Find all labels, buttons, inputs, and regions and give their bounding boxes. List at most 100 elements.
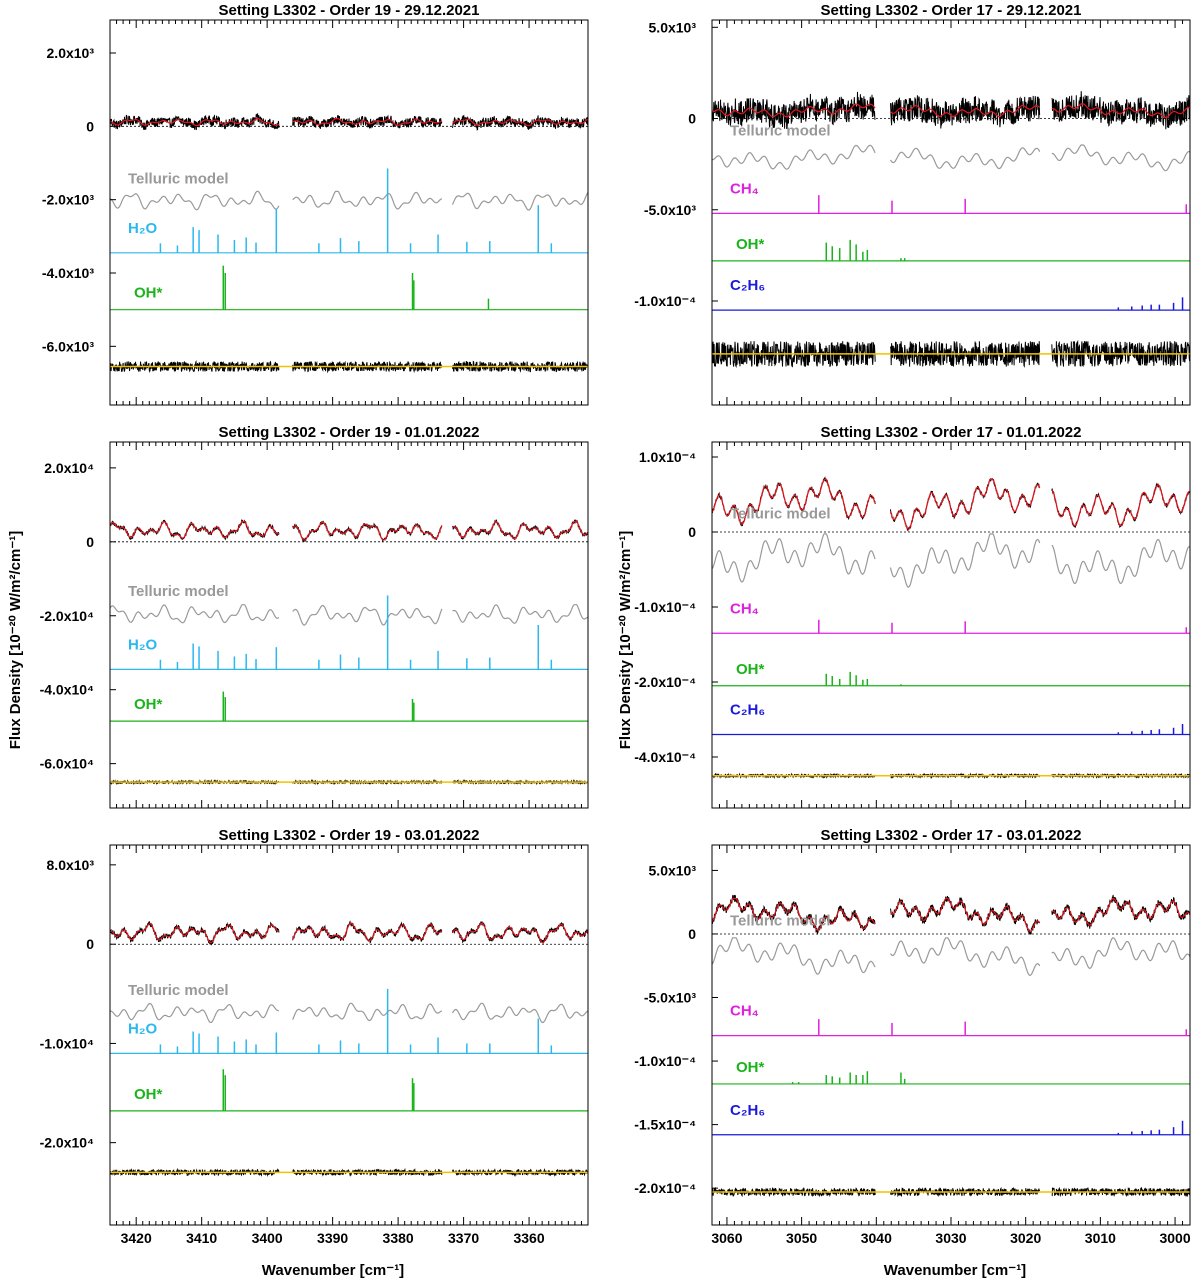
residual-spectrum — [712, 1186, 1190, 1198]
plot-frame — [109, 441, 589, 809]
y-tick-label: 2.0x10³ — [47, 45, 95, 61]
chart-title: Setting L3302 - Order 19 - 29.12.2021 — [219, 2, 480, 19]
y-tick-label: 2.0x10⁴ — [44, 460, 94, 476]
plot-area — [110, 920, 588, 1178]
telluric-model-label: Telluric model — [128, 583, 229, 600]
x-tick-label: 3040 — [861, 1230, 892, 1246]
telluric-model-label: Telluric model — [128, 982, 229, 999]
telluric-model-line — [110, 190, 588, 211]
plot-area — [110, 113, 588, 374]
y-tick-label: -2.0x10⁻⁴ — [634, 674, 696, 690]
telluric-model-line — [110, 1002, 588, 1024]
observed-spectrum — [712, 91, 1190, 130]
chart-panel: Setting L3302 - Order 17 - 03.01.2022 Tel… — [634, 827, 1191, 1246]
plot-area — [110, 518, 588, 786]
y-tick-label: -4.0x10³ — [42, 265, 94, 281]
h2o-label: H₂O — [128, 1020, 157, 1037]
y-tick-label: -1.0x10⁻⁴ — [634, 599, 696, 615]
x-tick-label: 3020 — [1010, 1230, 1041, 1246]
y-tick-label: -1.0x10⁻⁴ — [634, 293, 696, 309]
y-axis-label-right: Flux Density [10⁻²⁰ W/m²/cm⁻¹] — [617, 531, 634, 750]
telluric-model-label: Telluric model — [730, 913, 831, 930]
plot-area — [712, 476, 1190, 780]
chart-panel: Setting L3302 - Order 19 - 01.01.2022 Tel… — [40, 424, 589, 809]
chart-title: Setting L3302 - Order 17 - 29.12.2021 — [821, 2, 1082, 19]
y-tick-label: 0 — [688, 111, 696, 127]
oh-label: OH* — [134, 285, 163, 302]
chart-panel: Setting L3302 - Order 19 - 03.01.2022 Tel… — [40, 827, 589, 1246]
model-spectrum — [712, 897, 1190, 932]
x-axis-label-left: Wavenumber [cm⁻¹] — [262, 1262, 404, 1279]
ch4-label: CH₄ — [730, 600, 759, 617]
telluric-model-line — [712, 937, 1190, 977]
y-axis-label-left: Flux Density [10⁻²⁰ W/m²/cm⁻¹] — [7, 531, 24, 750]
x-tick-label: 3360 — [513, 1230, 544, 1246]
y-tick-label: -2.0x10⁴ — [40, 608, 94, 624]
chart-panel: Setting L3302 - Order 17 - 29.12.2021 Tel… — [634, 2, 1191, 406]
telluric-model-line — [110, 604, 588, 626]
c2h6-label: C₂H₆ — [730, 702, 765, 719]
x-tick-label: 3030 — [935, 1230, 966, 1246]
x-tick-label: 3380 — [383, 1230, 414, 1246]
y-tick-label: -5.0x10³ — [644, 202, 696, 218]
telluric-model-line — [712, 533, 1190, 588]
telluric-model-label: Telluric model — [730, 506, 831, 523]
x-axis-label-right: Wavenumber [cm⁻¹] — [884, 1262, 1026, 1279]
x-tick-label: 3000 — [1159, 1230, 1190, 1246]
y-tick-label: -1.5x10⁻⁴ — [634, 1117, 696, 1133]
model-spectrum — [712, 478, 1190, 530]
y-tick-label: 0 — [688, 926, 696, 942]
oh-label: OH* — [134, 696, 163, 713]
y-tick-label: 0 — [86, 118, 94, 134]
chart-title: Setting L3302 - Order 17 - 01.01.2022 — [821, 424, 1082, 441]
h2o-label: H₂O — [128, 220, 157, 237]
y-tick-label: -5.0x10³ — [644, 990, 696, 1006]
telluric-model-line — [712, 144, 1190, 172]
y-tick-label: -2.0x10⁻⁴ — [634, 1180, 696, 1196]
model-spectrum — [110, 118, 588, 127]
x-tick-label: 3390 — [317, 1230, 348, 1246]
x-tick-label: 3410 — [186, 1230, 217, 1246]
y-tick-label: -6.0x10⁴ — [40, 756, 94, 772]
chart-title: Setting L3302 - Order 19 - 01.01.2022 — [219, 424, 480, 441]
ch4-label: CH₄ — [730, 180, 759, 197]
y-tick-label: -2.0x10⁴ — [40, 1135, 94, 1151]
plot-area — [712, 91, 1190, 368]
x-tick-label: 3050 — [786, 1230, 817, 1246]
h2o-label: H₂O — [128, 636, 157, 653]
y-tick-label: -2.0x10³ — [42, 192, 94, 208]
model-spectrum — [712, 103, 1190, 119]
chart-panel: Setting L3302 - Order 17 - 01.01.2022 Tel… — [634, 424, 1191, 809]
y-tick-label: 0 — [688, 524, 696, 540]
x-tick-label: 3400 — [252, 1230, 283, 1246]
x-tick-label: 3370 — [448, 1230, 479, 1246]
x-tick-label: 3420 — [121, 1230, 152, 1246]
chart-title: Setting L3302 - Order 19 - 03.01.2022 — [219, 827, 480, 844]
y-tick-label: -6.0x10³ — [42, 338, 94, 354]
c2h6-label: C₂H₆ — [730, 277, 765, 294]
telluric-model-label: Telluric model — [730, 123, 831, 140]
oh-label: OH* — [134, 1086, 163, 1103]
model-spectrum — [110, 520, 588, 541]
y-tick-label: 5.0x10³ — [649, 19, 697, 35]
y-tick-label: -1.0x10⁻⁴ — [634, 1053, 696, 1069]
y-tick-label: -4.0x10⁴ — [40, 682, 94, 698]
plot-area — [712, 894, 1190, 1198]
y-tick-label: 8.0x10³ — [47, 857, 95, 873]
chart-title: Setting L3302 - Order 17 - 03.01.2022 — [821, 827, 1082, 844]
y-tick-label: -4.0x10⁻⁴ — [634, 749, 696, 765]
observed-spectrum — [110, 518, 588, 543]
panels: Setting L3302 - Order 19 - 29.12.2021 Tel… — [40, 2, 1191, 1246]
chart-panel: Setting L3302 - Order 19 - 29.12.2021 Tel… — [42, 2, 589, 406]
y-tick-label: 0 — [86, 534, 94, 550]
oh-label: OH* — [736, 236, 765, 253]
ch4-label: CH₄ — [730, 1003, 759, 1020]
x-tick-label: 3010 — [1085, 1230, 1116, 1246]
plot-frame — [109, 19, 589, 406]
oh-label: OH* — [736, 1059, 765, 1076]
c2h6-label: C₂H₆ — [730, 1102, 765, 1119]
model-spectrum — [110, 922, 588, 944]
x-tick-label: 3060 — [711, 1230, 742, 1246]
y-tick-label: -1.0x10⁴ — [40, 1035, 94, 1051]
